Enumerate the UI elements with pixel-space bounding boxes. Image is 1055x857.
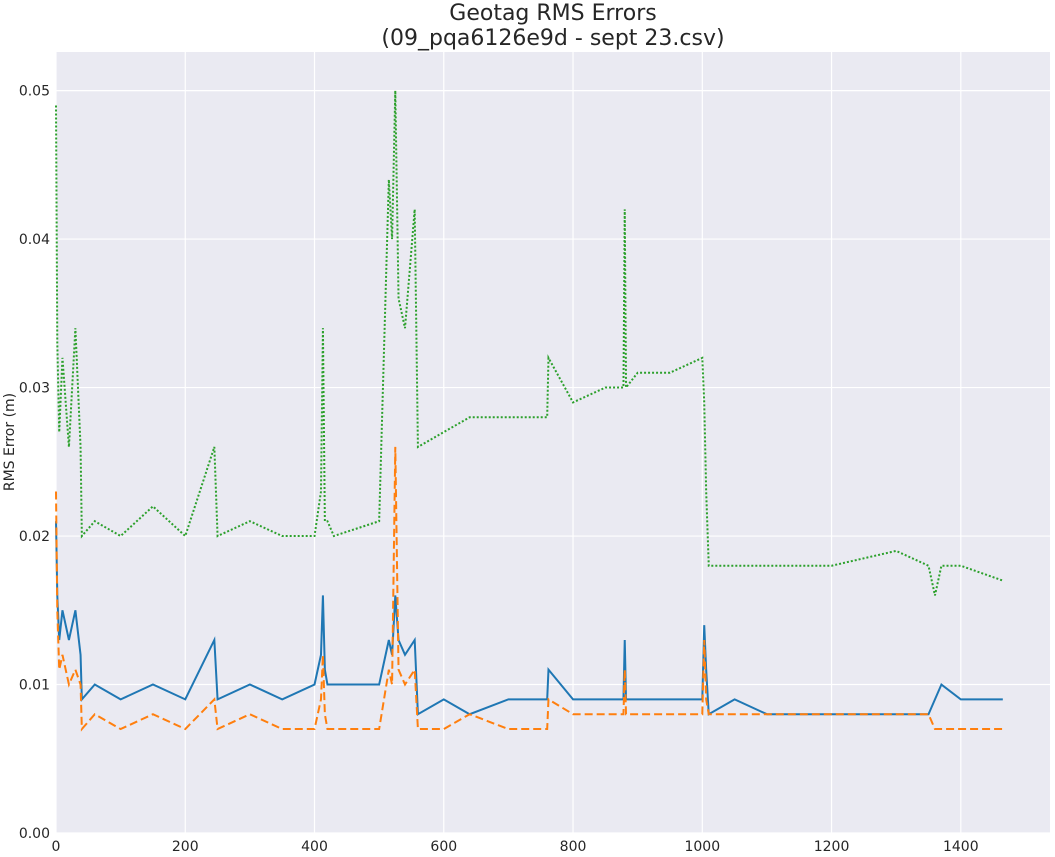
x-tick-label: 600: [430, 839, 457, 855]
data-line: [55, 90, 1004, 596]
x-tick-label: 200: [172, 839, 199, 855]
x-tick-label: 0: [52, 839, 61, 855]
y-tick-label: 0.00: [19, 826, 50, 842]
data-line: [55, 446, 1003, 732]
x-tick-label: 800: [560, 839, 587, 855]
chart-title: Geotag RMS Errors: [449, 1, 656, 26]
x-tick-label: 1400: [943, 839, 979, 855]
x-tick-label: 1000: [684, 839, 720, 855]
x-tick-label: 400: [301, 839, 328, 855]
y-tick-label: 0.03: [19, 381, 50, 397]
chart-title: (09_pqa6126e9d - sept 23.csv): [381, 26, 724, 51]
plot-area: [56, 52, 1050, 833]
y-tick-label: 0.04: [19, 232, 50, 248]
y-tick-label: 0.01: [19, 678, 50, 694]
x-tick-label: 1200: [814, 839, 850, 855]
y-tick-label: 0.05: [19, 84, 50, 100]
y-axis-label: RMS Error (m): [2, 393, 18, 491]
y-tick-label: 0.02: [19, 529, 50, 545]
